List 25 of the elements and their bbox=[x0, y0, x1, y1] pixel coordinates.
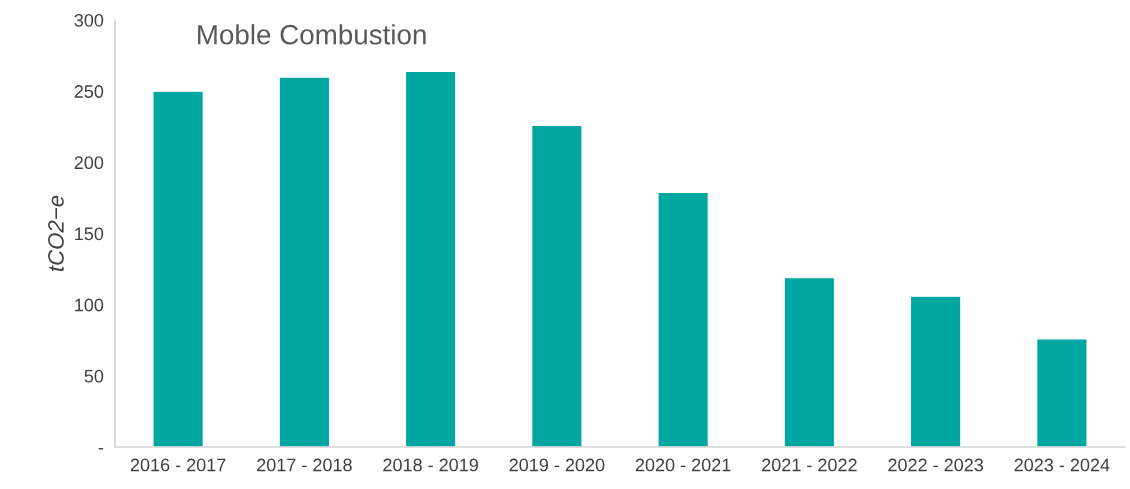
bar bbox=[404, 70, 457, 447]
chart-title: Moble Combustion bbox=[198, 24, 426, 45]
y-tick-label: 50 bbox=[84, 369, 104, 383]
y-tick-label: - bbox=[98, 448, 104, 450]
x-tick-label: 2018 - 2019 bbox=[383, 458, 478, 472]
bar bbox=[152, 90, 205, 447]
y-axis-title: tCO2−e bbox=[48, 195, 64, 272]
bar bbox=[783, 276, 836, 447]
y-tick-label: 300 bbox=[74, 13, 104, 27]
x-tick-label: 2023 - 2024 bbox=[1014, 458, 1110, 472]
y-tick-label: 150 bbox=[75, 227, 104, 241]
x-tick-label: 2021 - 2022 bbox=[762, 458, 857, 472]
bar bbox=[909, 295, 962, 447]
x-tick-label: 2019 - 2020 bbox=[509, 458, 605, 472]
y-tick-label: 250 bbox=[74, 85, 104, 98]
x-tick-label: 2022 - 2023 bbox=[888, 458, 984, 472]
x-tick-label: 2017 - 2018 bbox=[257, 458, 352, 472]
bar bbox=[278, 76, 331, 447]
bar bbox=[530, 124, 583, 447]
bar bbox=[1035, 338, 1088, 447]
y-tick-label: 100 bbox=[75, 298, 104, 312]
x-tick-label: 2016 - 2017 bbox=[130, 458, 226, 472]
bar bbox=[657, 191, 710, 447]
x-tick-label: 2020 - 2021 bbox=[635, 458, 731, 472]
y-tick-label: 200 bbox=[74, 156, 104, 170]
